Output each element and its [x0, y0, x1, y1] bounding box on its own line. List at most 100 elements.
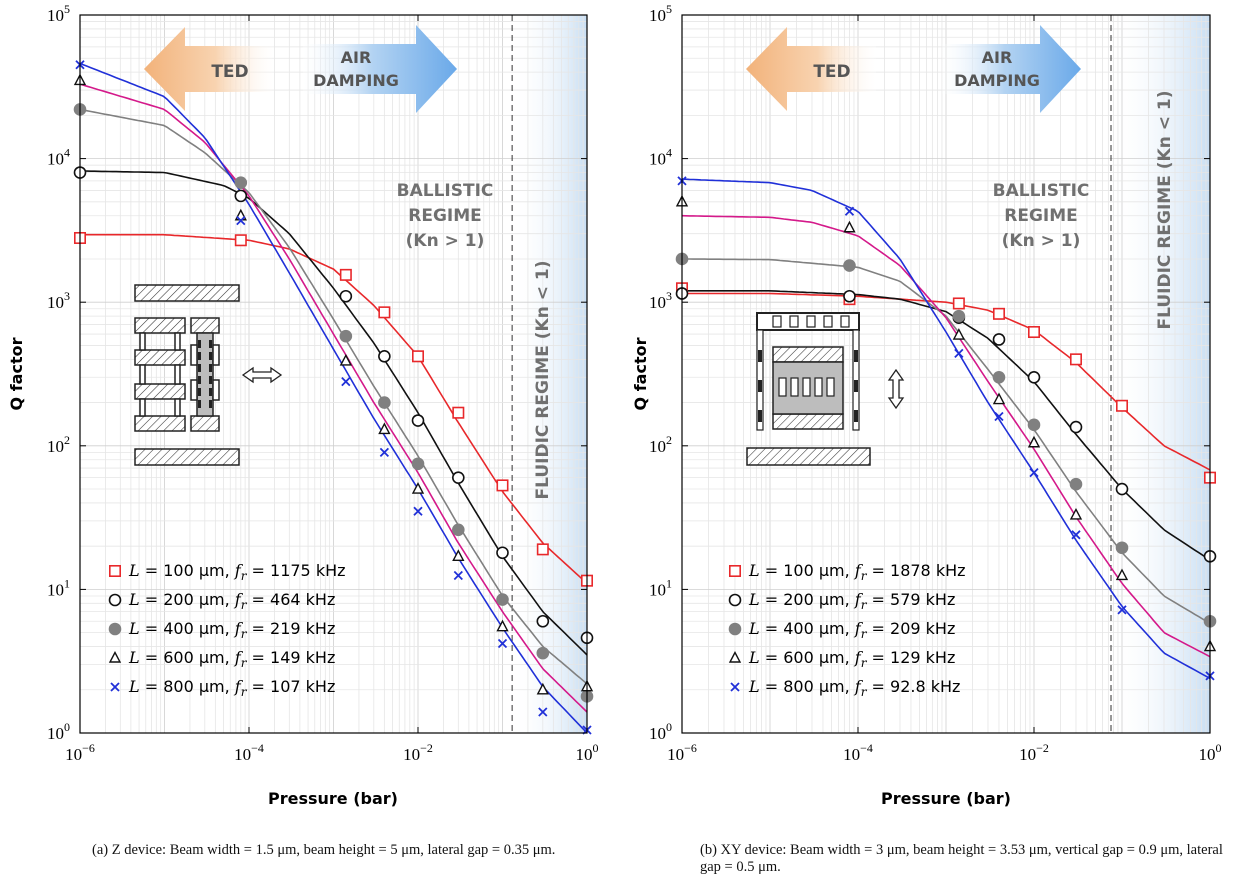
fit-curve: [681, 214, 1211, 658]
data-point: [413, 506, 423, 516]
data-point: [339, 329, 353, 343]
y-tick-label: 104: [649, 146, 672, 169]
damping-label: DAMPING: [313, 71, 399, 90]
air-damping-arrow: AIR DAMPING: [942, 25, 1081, 113]
data-point: [952, 328, 966, 340]
data-point: [378, 350, 391, 363]
data-point: [1117, 605, 1127, 615]
ballistic-regime-label: BALLISTIC REGIME (Kn > 1): [397, 181, 494, 251]
legend-entry: L = 800 μm, fr = 92.8 kHz: [748, 677, 960, 699]
data-point: [536, 646, 550, 660]
data-point: [496, 546, 509, 560]
data-point: [536, 614, 550, 628]
data-point: [1115, 568, 1129, 581]
data-point: [234, 176, 248, 189]
legend-entry: L = 200 μm, fr = 579 kHz: [748, 590, 955, 612]
data-point: [234, 234, 247, 247]
data-point: [452, 549, 465, 562]
x-axis-label: Pressure (bar): [268, 789, 398, 808]
data-point: [536, 682, 549, 695]
svg-text:(Kn > 1): (Kn > 1): [406, 231, 485, 251]
data-point: [339, 289, 353, 303]
legend-marker: [108, 622, 122, 636]
x-tick-label: 100: [576, 741, 599, 764]
data-point: [1069, 420, 1083, 434]
legend-marker: [728, 593, 742, 607]
fit-curve: [79, 83, 588, 713]
caption-a: (a) Z device: Beam width = 1.5 μm, beam …: [92, 842, 556, 858]
air-label: AIR: [982, 48, 1013, 67]
legend-marker: [108, 650, 122, 663]
y-tick-label: 103: [649, 289, 672, 312]
air-damping-arrow: AIR DAMPING: [303, 25, 457, 113]
legend-marker: [728, 650, 742, 663]
caption-b: (b) XY device: Beam width = 3 μm, beam h…: [700, 842, 1223, 875]
legend-entry: L = 100 μm, fr = 1175 kHz: [128, 561, 346, 583]
data-point: [411, 482, 425, 494]
y-tick-label: 100: [47, 720, 70, 743]
data-point: [994, 411, 1004, 422]
legend-entry: L = 800 μm, fr = 107 kHz: [128, 677, 335, 699]
y-tick-label: 102: [47, 433, 70, 456]
data-point: [378, 396, 391, 409]
data-point: [1028, 326, 1041, 339]
legend-marker: [108, 593, 122, 607]
data-point: [496, 619, 509, 632]
data-point: [538, 707, 548, 717]
data-point: [496, 593, 509, 606]
data-point: [452, 406, 465, 419]
data-point: [379, 447, 390, 458]
y-tick-label: 101: [649, 576, 672, 599]
plot-frame: [681, 14, 1211, 734]
data-point: [1115, 541, 1129, 555]
data-point: [952, 297, 965, 310]
x-tick-label: 10−4: [843, 741, 873, 764]
data-point: [992, 370, 1006, 384]
fit-curve: [681, 178, 1211, 680]
data-point: [1027, 435, 1041, 448]
fluidic-regime-label: FLUIDIC REGIME (Kn < 1): [533, 261, 553, 500]
svg-text:BALLISTIC: BALLISTIC: [397, 181, 494, 201]
legend: L = 100 μm, fr = 1175 kHz L = 200 μm, fr …: [108, 561, 346, 699]
x-axis-label: Pressure (bar): [881, 789, 1011, 808]
data-point: [992, 333, 1006, 346]
ted-arrow: TED: [144, 27, 274, 111]
data-point: [497, 638, 508, 649]
y-tick-label: 105: [649, 2, 672, 25]
ted-label: TED: [813, 62, 850, 82]
ted-arrow: TED: [746, 27, 876, 111]
legend-entry: L = 200 μm, fr = 464 kHz: [128, 590, 335, 612]
data-point: [411, 414, 425, 427]
z-device-schematic: [134, 284, 283, 466]
data-point: [378, 306, 391, 319]
legend-entry: L = 600 μm, fr = 129 kHz: [748, 648, 955, 670]
data-point: [843, 289, 856, 303]
air-label: AIR: [341, 48, 372, 67]
x-tick-label: 10−6: [65, 741, 95, 764]
data-point: [496, 479, 509, 492]
grid: [80, 15, 587, 733]
damping-label: DAMPING: [954, 71, 1040, 90]
data-point: [341, 376, 351, 387]
legend-entry: L = 100 μm, fr = 1878 kHz: [748, 561, 966, 583]
data-point: [992, 307, 1005, 320]
panel-a: 10−6 10−4 10−2 100 100 101 102 103 104 105 Pressu…: [7, 2, 599, 808]
legend-marker: [109, 564, 122, 577]
data-point: [952, 309, 966, 323]
x-tick-label: 10−2: [403, 741, 433, 764]
legend-marker: [730, 682, 740, 692]
data-point: [339, 268, 352, 281]
svg-text:REGIME: REGIME: [1004, 206, 1078, 226]
legend-entry: L = 400 μm, fr = 209 kHz: [748, 619, 955, 641]
data-point: [954, 348, 964, 359]
data-point: [844, 206, 855, 216]
data-point: [236, 215, 246, 226]
data-point: [1027, 370, 1041, 384]
data-point: [1029, 468, 1039, 478]
fluidic-band: [512, 15, 587, 733]
y-tick-label: 105: [47, 2, 70, 25]
legend-entry: L = 600 μm, fr = 149 kHz: [128, 648, 335, 670]
data-point: [234, 189, 248, 203]
y-tick-label: 101: [47, 576, 70, 599]
